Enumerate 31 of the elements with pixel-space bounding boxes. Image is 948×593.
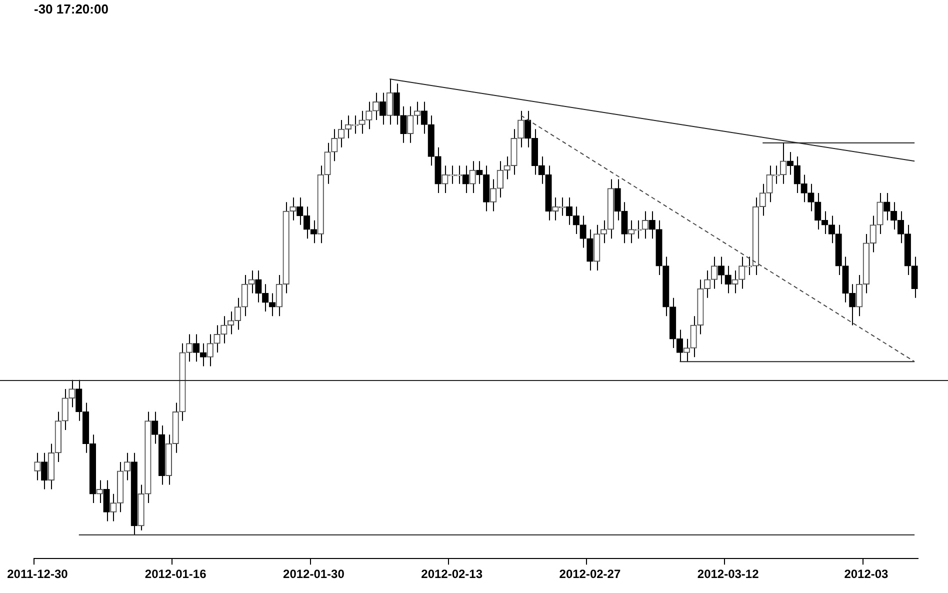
candlestick	[152, 411, 158, 444]
x-tick-label: 2012-01-30	[283, 567, 345, 582]
candlestick	[103, 480, 110, 522]
candlestick	[358, 110, 366, 134]
candlestick	[310, 220, 318, 244]
candlestick	[911, 256, 918, 298]
candlestick	[420, 101, 428, 134]
candlestick	[600, 220, 608, 244]
candlestick	[400, 106, 407, 144]
x-tick-label: 2012-02-27	[559, 567, 621, 582]
x-tick-label: 2012-03	[844, 567, 889, 582]
x-tick-label: 2012-02-13	[421, 567, 483, 582]
candlestick	[366, 101, 372, 130]
candlestick	[200, 342, 207, 367]
candlestick	[586, 228, 594, 271]
candlestick	[41, 452, 48, 490]
x-tick-label: 2012-03-12	[697, 567, 760, 582]
chart-title: -30 17:20:00	[34, 1, 108, 16]
x-tick-label: 2011-12-30	[7, 567, 68, 582]
candlestick	[192, 334, 200, 362]
candlestick	[724, 265, 732, 294]
candlestick	[462, 165, 469, 194]
candlestick	[828, 215, 835, 244]
candlestick	[648, 210, 656, 240]
x-tick-label: 2012-01-16	[144, 567, 207, 582]
candlestick	[393, 83, 400, 126]
candlestick	[379, 92, 386, 126]
candlestick	[580, 215, 586, 248]
candlestick	[808, 183, 814, 212]
candlestick	[268, 292, 276, 317]
candlestick	[718, 256, 724, 285]
